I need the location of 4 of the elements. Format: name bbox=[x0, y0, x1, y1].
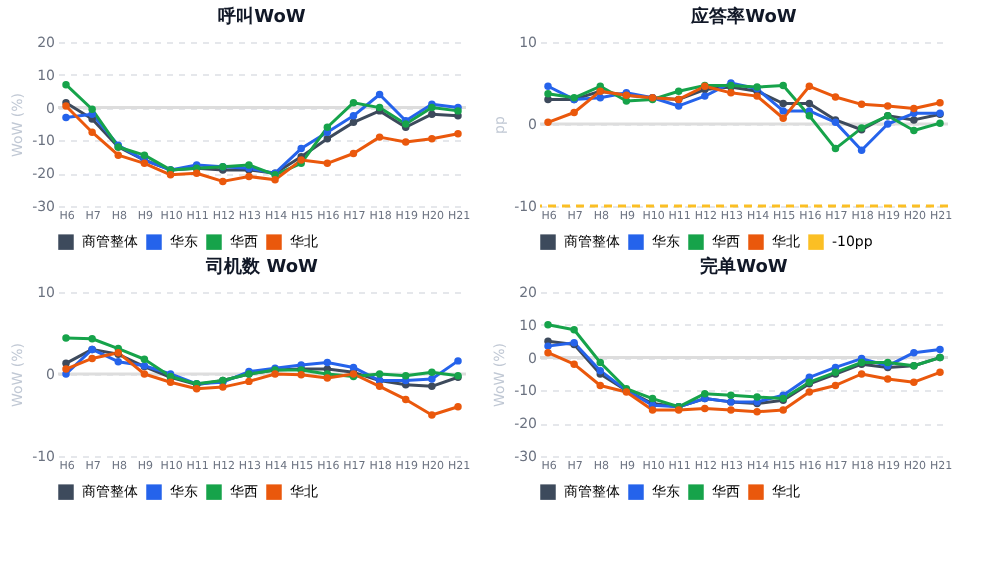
chart-title: 呼叫WoW bbox=[218, 6, 306, 28]
chart-title: 完单WoW bbox=[700, 256, 788, 278]
chart-title: 司机数 WoW bbox=[204, 256, 318, 278]
chart-title: 应答率WoW bbox=[689, 6, 797, 28]
